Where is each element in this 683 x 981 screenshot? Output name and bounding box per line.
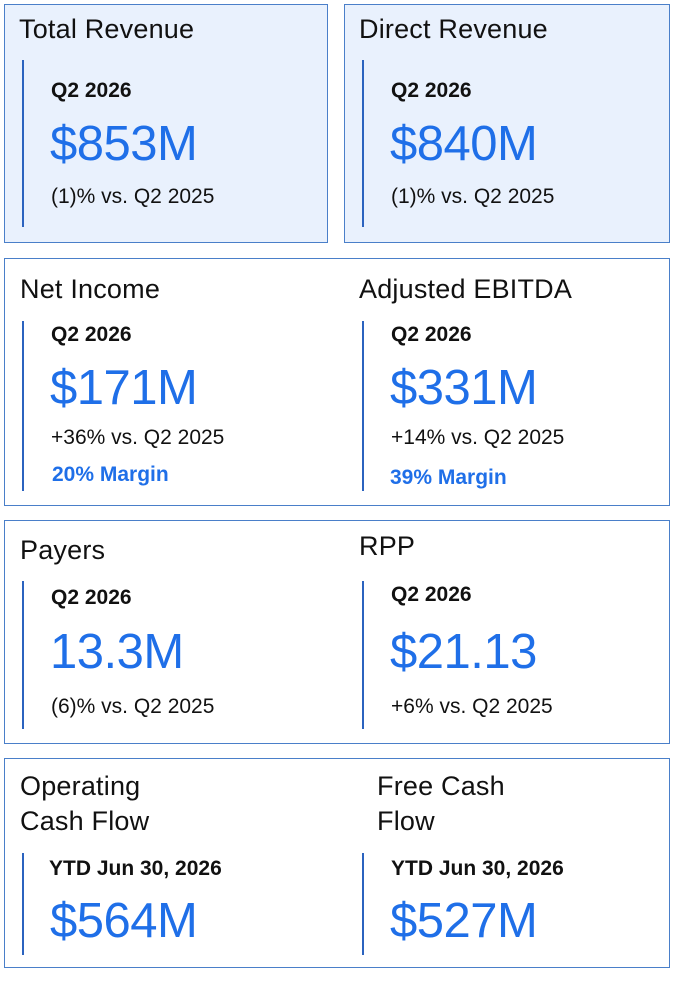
operating-cash-flow-heading-line2: Cash Flow	[20, 806, 150, 836]
rpp-accent-bar	[362, 581, 364, 729]
income-ebitda-card: Net Income Q2 2026 $171M +36% vs. Q2 202…	[4, 258, 670, 506]
adjusted-ebitda-change: +14% vs. Q2 2025	[391, 426, 565, 449]
free-cash-flow-period: YTD Jun 30, 2026	[391, 857, 564, 880]
free-cash-flow-heading-line1: Free Cash	[377, 771, 505, 801]
direct-revenue-change: (1)% vs. Q2 2025	[391, 185, 555, 208]
direct-revenue-value: $840M	[390, 117, 538, 171]
total-revenue-heading: Total Revenue	[19, 14, 195, 44]
net-income-period: Q2 2026	[51, 323, 132, 346]
rpp-period: Q2 2026	[391, 583, 472, 606]
rpp-heading: RPP	[359, 531, 416, 561]
adjusted-ebitda-heading: Adjusted EBITDA	[359, 274, 573, 304]
net-income-value: $171M	[50, 361, 198, 415]
direct-revenue-heading: Direct Revenue	[359, 14, 548, 44]
total-revenue-value: $853M	[50, 117, 198, 171]
operating-cash-flow-heading-line1: Operating	[20, 771, 141, 801]
operating-cash-flow-period: YTD Jun 30, 2026	[49, 857, 222, 880]
rpp-change: +6% vs. Q2 2025	[391, 695, 553, 718]
total-revenue-change: (1)% vs. Q2 2025	[51, 185, 215, 208]
total-revenue-accent-bar	[22, 60, 24, 227]
net-income-change: +36% vs. Q2 2025	[51, 426, 225, 449]
cash-flow-card: Operating Cash Flow YTD Jun 30, 2026 $56…	[4, 758, 670, 968]
direct-revenue-accent-bar	[362, 60, 364, 227]
operating-cash-flow-value: $564M	[50, 894, 198, 948]
net-income-heading: Net Income	[20, 274, 161, 304]
direct-revenue-card: Direct Revenue Q2 2026 $840M (1)% vs. Q2…	[344, 4, 670, 243]
operating-cash-flow-accent-bar	[22, 853, 24, 955]
rpp-value: $21.13	[390, 625, 537, 679]
payers-change: (6)% vs. Q2 2025	[51, 695, 215, 718]
net-income-accent-bar	[22, 321, 24, 491]
free-cash-flow-accent-bar	[362, 853, 364, 955]
free-cash-flow-value: $527M	[390, 894, 538, 948]
payers-accent-bar	[22, 581, 24, 729]
free-cash-flow-heading-line2: Flow	[377, 806, 435, 836]
payers-heading: Payers	[20, 535, 106, 565]
direct-revenue-period: Q2 2026	[391, 79, 472, 102]
payers-period: Q2 2026	[51, 586, 132, 609]
adjusted-ebitda-accent-bar	[362, 321, 364, 491]
adjusted-ebitda-period: Q2 2026	[391, 323, 472, 346]
net-income-margin: 20% Margin	[52, 463, 169, 486]
total-revenue-card: Total Revenue Q2 2026 $853M (1)% vs. Q2 …	[4, 4, 328, 243]
payers-rpp-card: Payers Q2 2026 13.3M (6)% vs. Q2 2025 RP…	[4, 520, 670, 744]
adjusted-ebitda-margin: 39% Margin	[390, 466, 507, 489]
total-revenue-period: Q2 2026	[51, 79, 132, 102]
adjusted-ebitda-value: $331M	[390, 361, 538, 415]
payers-value: 13.3M	[50, 625, 184, 679]
